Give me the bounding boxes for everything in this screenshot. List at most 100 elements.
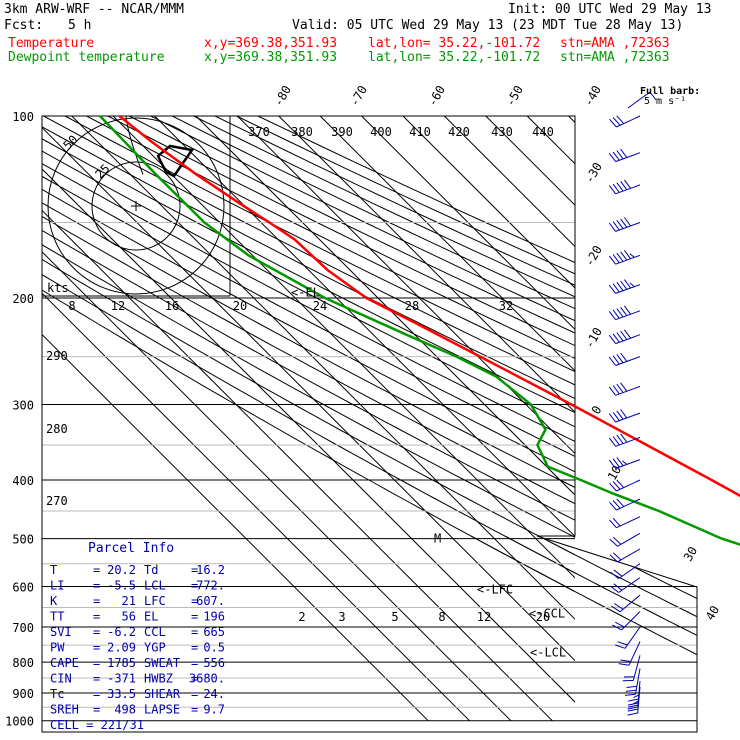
parcel-equals: = [93, 703, 100, 717]
parcel-value: 21 [122, 594, 136, 608]
parcel-equals: = [191, 641, 198, 655]
parcel-value: 9.7 [203, 703, 225, 717]
wind-barb-flag [620, 433, 628, 443]
parcel-value: 33.5 [107, 687, 136, 701]
wind-barb-staff [615, 222, 641, 232]
wind-barbs [608, 91, 657, 716]
wind-barb [609, 479, 641, 492]
wind-barb-flag [627, 708, 639, 712]
parcel-value: 2.09 [107, 641, 136, 655]
dry-adiabat [214, 116, 575, 286]
wind-barb-flag [616, 434, 624, 444]
theta-label: 440 [532, 125, 554, 139]
wind-barb-flag [612, 385, 620, 395]
wind-barb [610, 563, 641, 580]
hodograph-speed-label: 8 [68, 299, 75, 313]
wind-barb-flag [623, 179, 632, 189]
wind-barb-flag [612, 117, 621, 126]
theta-label: 370 [248, 125, 270, 139]
temperature-legend: Temperature [8, 36, 95, 51]
parcel-value: 24. [203, 687, 225, 701]
dewpoint-profile [99, 115, 740, 546]
wind-barb-flag [608, 222, 616, 232]
wind-barb [627, 687, 641, 716]
theta-label: 380 [291, 125, 313, 139]
wind-barb-flag [616, 219, 624, 229]
temperature-profile [118, 115, 740, 498]
isotherm-line [42, 333, 429, 722]
parcel-label: SVI [50, 625, 72, 639]
parcel-label: K [50, 594, 58, 608]
wind-barb-flag [628, 704, 639, 708]
isotherm-label: -30 [582, 160, 605, 186]
wind-barb-flag [609, 519, 617, 529]
wind-barb-flag [608, 334, 616, 344]
wind-barb-flag [633, 700, 640, 705]
dry-adiabat [236, 536, 697, 722]
wind-barb-flag [612, 624, 622, 631]
wind-barb-flag [608, 152, 616, 162]
wind-barb [609, 498, 641, 511]
wind-barb [608, 433, 641, 447]
parcel-value: -371 [107, 672, 136, 686]
wind-barb-flag [612, 333, 620, 343]
isotherm-line [42, 292, 470, 722]
pressure-tick-label: 700 [12, 621, 34, 635]
parcel-value: -6.2 [107, 625, 136, 639]
parcel-equals: = [93, 625, 100, 639]
wind-barb-flag [620, 251, 628, 261]
theta-side-label: 270 [46, 494, 68, 508]
isotherm-label: -50 [503, 83, 526, 109]
dry-adiabat [42, 536, 697, 722]
pressure-tick-label: 200 [12, 292, 34, 306]
isotherm-line [71, 116, 575, 620]
wind-barb [608, 329, 641, 345]
wind-barb-flag [608, 356, 616, 366]
isotherm-line [112, 116, 575, 579]
wind-barb-staff [632, 655, 641, 681]
wind-barb-flag [608, 413, 616, 423]
wind-barb-flag [620, 352, 628, 362]
wind-barb [608, 457, 641, 469]
wind-barb-flag [612, 309, 620, 319]
isotherm-line [361, 116, 575, 331]
wind-barb-flag [612, 436, 620, 446]
isotherm-label: -80 [271, 83, 294, 109]
hodograph-units-label: kts [47, 281, 69, 295]
hodograph-ring-inner [91, 161, 181, 251]
parcel-label: LCL [144, 579, 166, 593]
wind-barb [608, 217, 641, 232]
wind-barb-staff [615, 385, 641, 396]
parcel-label: LAPSE [144, 703, 180, 717]
isotherm-line [42, 126, 575, 662]
wind-barb-flag [620, 307, 628, 316]
isotherm-line [154, 116, 575, 538]
wind-barb-flag [612, 151, 620, 161]
wind-barb-flag [612, 552, 622, 561]
wind-barb-flag [610, 571, 620, 579]
wind-barb-staff [615, 254, 641, 265]
hodograph-speed-label: 28 [405, 299, 419, 313]
parcel-equals: = [93, 579, 100, 593]
dry-adiabat [214, 536, 697, 722]
theta-label: 390 [331, 125, 353, 139]
wind-barb-flag [623, 250, 632, 260]
wind-barb-staff [616, 479, 641, 492]
wind-barb-flag [616, 498, 625, 507]
parcel-equals: = [191, 625, 198, 639]
isotherm-line [526, 116, 575, 165]
dry-adiabat [86, 116, 575, 359]
sounding-profiles [99, 115, 740, 546]
parcel-equals: = [93, 610, 100, 624]
wind-barb-flag [612, 412, 620, 421]
wind-barb-flag [620, 280, 628, 290]
wind-barb-flag [623, 305, 632, 315]
parcel-label: TT [50, 610, 64, 624]
wind-barb-flag [633, 694, 640, 699]
isotherm-label: -40 [581, 83, 604, 109]
parcel-label: YGP [144, 641, 166, 655]
pressure-tick-label: 1000 [5, 715, 34, 729]
wind-barb [615, 626, 641, 649]
parcel-equals: = [93, 563, 100, 577]
mixing-ratio-label: 20 [536, 610, 550, 624]
